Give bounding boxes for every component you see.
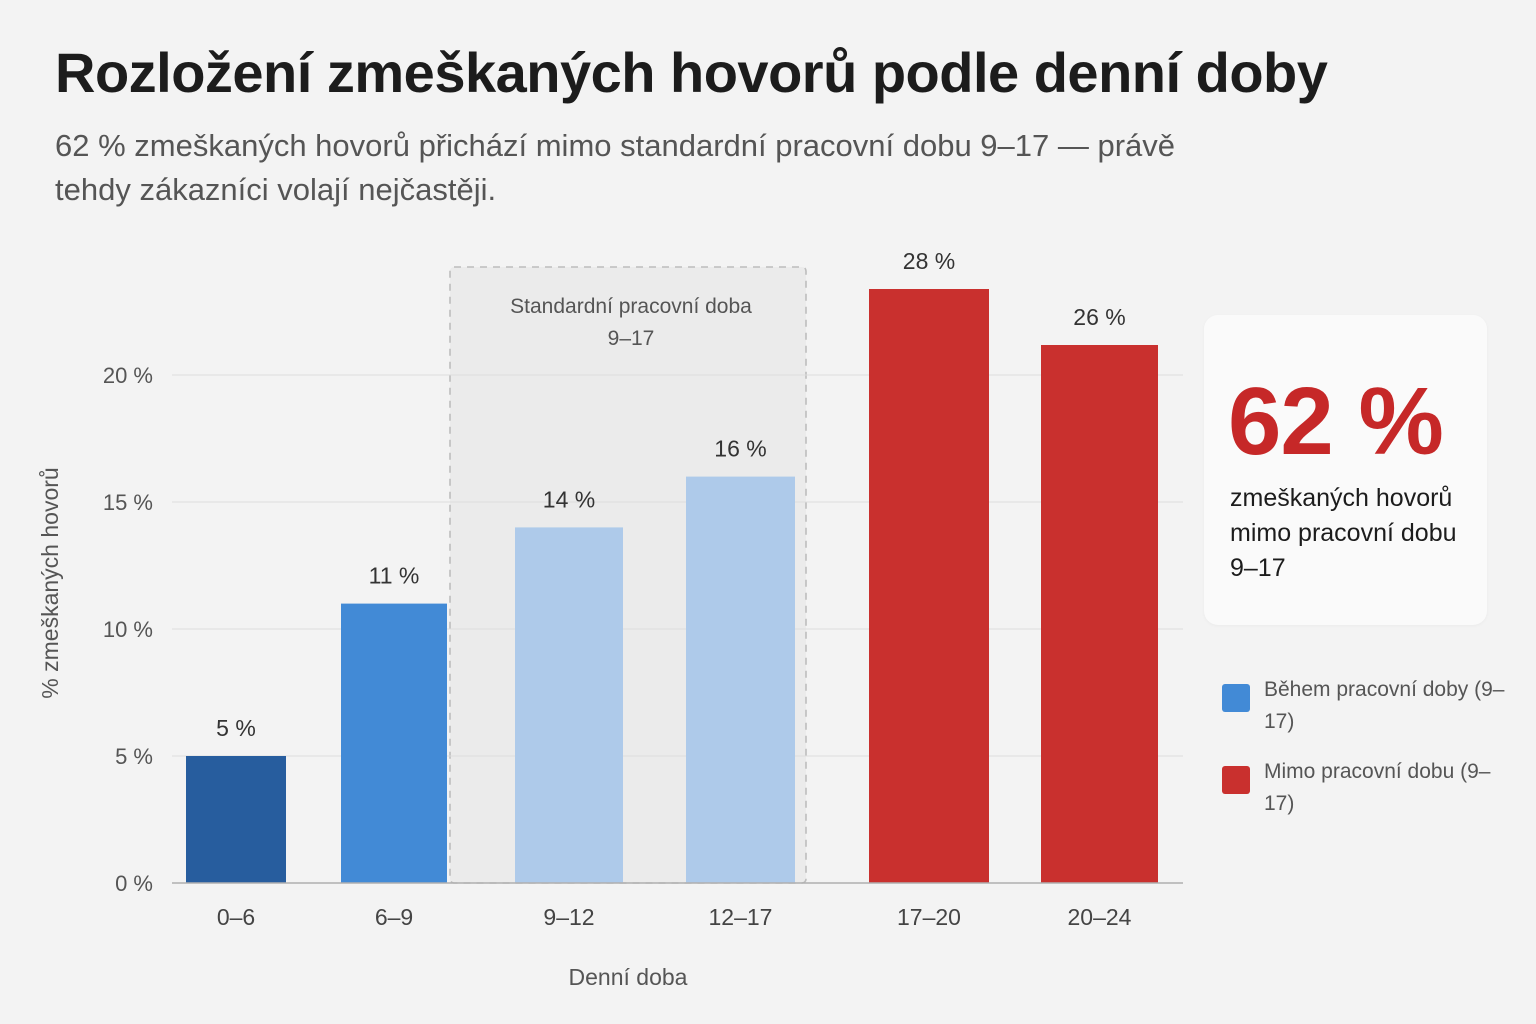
bar-value-label: 11 % bbox=[369, 563, 420, 589]
legend-item-work: Během pracovní doby (9–17) bbox=[1222, 672, 1522, 754]
kpi-label: zmeškaných hovorů mimo pracovní dobu 9–1… bbox=[1230, 484, 1457, 582]
chart-subtitle: 62 % zmeškaných hovorů přichází mimo sta… bbox=[55, 128, 1176, 207]
y-tick-label: 0 % bbox=[115, 871, 153, 896]
y-tick-label: 5 % bbox=[115, 744, 153, 769]
chart-title: Rozložení zmeškaných hovorů podle denní … bbox=[55, 41, 1328, 104]
kpi-card: 62 % zmeškaných hovorů mimo pracovní dob… bbox=[1204, 315, 1487, 625]
x-tick-label: 17–20 bbox=[897, 904, 961, 930]
bar-12–17 bbox=[686, 476, 795, 883]
legend: Během pracovní doby (9–17) Mimo pracovní… bbox=[1222, 672, 1522, 836]
x-tick-label: 12–17 bbox=[709, 904, 773, 930]
bar-17–20 bbox=[869, 289, 989, 883]
x-tick-label: 9–12 bbox=[543, 904, 594, 930]
legend-label-work: Během pracovní doby (9–17) bbox=[1264, 678, 1505, 733]
bar-value-label: 16 % bbox=[714, 436, 766, 462]
legend-label-offhours: Mimo pracovní dobu (9–17) bbox=[1264, 760, 1491, 815]
bar-0–6 bbox=[186, 756, 286, 883]
bar-value-label: 26 % bbox=[1073, 304, 1125, 330]
kpi-value: 62 % bbox=[1228, 368, 1444, 475]
bar-chart: Standardní pracovní doba 9–17 0 % 5 % 10 % 15… bbox=[37, 248, 1183, 990]
x-tick-label: 20–24 bbox=[1068, 904, 1132, 930]
bar-value-label: 14 % bbox=[543, 486, 595, 512]
x-axis-title: Denní doba bbox=[569, 964, 688, 990]
legend-swatch-work bbox=[1222, 684, 1250, 712]
bar-value-label: 5 % bbox=[216, 715, 256, 741]
bar-value-label: 28 % bbox=[903, 248, 955, 274]
legend-swatch-offhours bbox=[1222, 766, 1250, 794]
x-tick-label: 6–9 bbox=[375, 904, 413, 930]
bar-9–12 bbox=[515, 527, 623, 883]
y-axis-title: % zmeškaných hovorů bbox=[37, 467, 63, 698]
legend-item-offhours: Mimo pracovní dobu (9–17) bbox=[1222, 754, 1522, 836]
y-tick-label: 20 % bbox=[103, 363, 153, 388]
working-hours-sublabel: 9–17 bbox=[608, 327, 655, 350]
y-tick-label: 10 % bbox=[103, 617, 153, 642]
y-tick-label: 15 % bbox=[103, 490, 153, 515]
bar-6–9 bbox=[341, 603, 447, 883]
bar-20–24 bbox=[1041, 345, 1158, 883]
x-tick-label: 0–6 bbox=[217, 904, 255, 930]
working-hours-label: Standardní pracovní doba bbox=[510, 295, 752, 318]
